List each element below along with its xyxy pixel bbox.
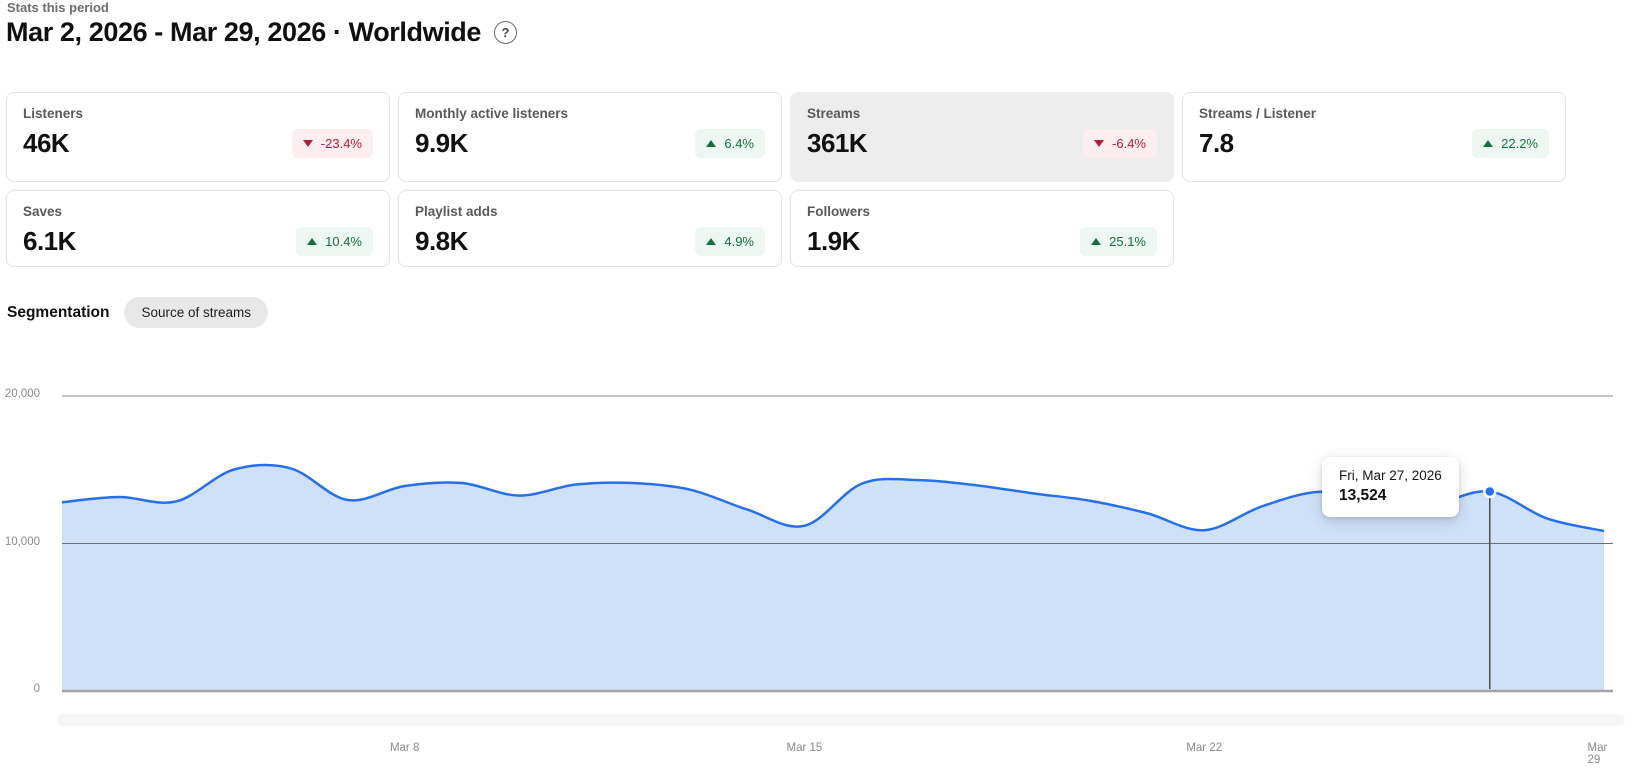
tooltip-date: Fri, Mar 27, 2026 bbox=[1338, 468, 1442, 483]
stat-card-label: Saves bbox=[23, 204, 63, 219]
trend-up-icon bbox=[307, 238, 318, 245]
stat-card-value: 7.8 bbox=[1199, 128, 1234, 158]
hover-marker-dot bbox=[1483, 484, 1497, 499]
help-icon[interactable]: ? bbox=[494, 21, 518, 44]
x-axis-label: Mar 8 bbox=[389, 742, 420, 754]
trend-up-icon bbox=[1483, 140, 1494, 147]
trend-badge: 25.1% bbox=[1080, 227, 1157, 256]
segmentation-chip-source-of-streams[interactable]: Source of streams bbox=[124, 297, 269, 328]
stat-card-label: Monthly active listeners bbox=[415, 106, 569, 121]
page-title: Mar 2, 2026 - Mar 29, 2026 · Worldwide bbox=[6, 17, 482, 47]
trend-badge: 22.2% bbox=[1472, 129, 1549, 158]
y-axis-label: 20,000 bbox=[4, 388, 40, 400]
page-header: Mar 2, 2026 - Mar 29, 2026 · Worldwide ? bbox=[6, 17, 518, 48]
stat-card-streams-per-listener[interactable]: Streams / Listener 7.8 22.2% bbox=[1182, 92, 1566, 182]
stat-card-value: 361K bbox=[807, 128, 868, 158]
trend-value: 10.4% bbox=[325, 234, 362, 249]
trend-value: -6.4% bbox=[1112, 136, 1146, 151]
trend-badge: 4.9% bbox=[695, 227, 765, 256]
stat-card-value: 6.1K bbox=[23, 226, 76, 256]
segmentation-title: Segmentation bbox=[7, 303, 110, 321]
trend-down-icon bbox=[302, 140, 313, 147]
stats-period-eyebrow: Stats this period bbox=[7, 0, 109, 15]
trend-value: 4.9% bbox=[724, 234, 754, 249]
stat-card-value: 9.8K bbox=[415, 226, 468, 256]
stat-card-value: 1.9K bbox=[807, 226, 860, 256]
stat-card-streams[interactable]: Streams 361K -6.4% bbox=[790, 92, 1174, 182]
x-axis-label: Mar 22 bbox=[1186, 742, 1223, 754]
stat-card-monthly-active-listeners[interactable]: Monthly active listeners 9.9K 6.4% bbox=[398, 92, 782, 182]
trend-up-icon bbox=[706, 140, 717, 147]
y-axis-label: 0 bbox=[33, 683, 40, 695]
trend-badge: 6.4% bbox=[695, 129, 765, 158]
stat-card-followers[interactable]: Followers 1.9K 25.1% bbox=[790, 190, 1174, 267]
stat-card-playlist-adds[interactable]: Playlist adds 9.8K 4.9% bbox=[398, 190, 782, 267]
trend-value: 25.1% bbox=[1109, 234, 1146, 249]
y-axis-label: 10,000 bbox=[4, 535, 40, 548]
stat-card-value: 46K bbox=[23, 128, 70, 158]
trend-down-icon bbox=[1094, 140, 1105, 147]
trend-badge: -6.4% bbox=[1083, 129, 1157, 158]
segmentation-row: Segmentation Source of streams bbox=[7, 297, 269, 328]
stat-card-saves[interactable]: Saves 6.1K 10.4% bbox=[6, 190, 390, 267]
trend-value: -23.4% bbox=[320, 136, 362, 151]
stat-cards-grid: Listeners 46K -23.4% Monthly active list… bbox=[6, 92, 1566, 267]
trend-up-icon bbox=[706, 238, 717, 245]
trend-value: 6.4% bbox=[724, 136, 754, 151]
tooltip-value: 13,524 bbox=[1338, 487, 1387, 504]
stat-card-listeners[interactable]: Listeners 46K -23.4% bbox=[6, 92, 390, 182]
trend-value: 22.2% bbox=[1501, 136, 1538, 151]
x-axis-label: Mar 15 bbox=[786, 742, 823, 754]
stat-card-label: Listeners bbox=[23, 106, 84, 121]
trend-badge: 10.4% bbox=[296, 227, 373, 256]
stat-card-value: 9.9K bbox=[415, 128, 468, 158]
trend-badge: -23.4% bbox=[291, 129, 373, 158]
chart-scrollbar-track[interactable] bbox=[57, 714, 1625, 726]
x-axis-label: Mar 29 bbox=[1587, 742, 1608, 766]
trend-up-icon bbox=[1091, 238, 1102, 245]
stat-card-label: Streams / Listener bbox=[1199, 106, 1317, 121]
stat-card-label: Streams bbox=[807, 106, 861, 121]
chart-tooltip: Fri, Mar 27, 2026 13,524 bbox=[1321, 457, 1459, 517]
stat-card-label: Playlist adds bbox=[415, 204, 498, 219]
stat-card-label: Followers bbox=[807, 204, 871, 219]
